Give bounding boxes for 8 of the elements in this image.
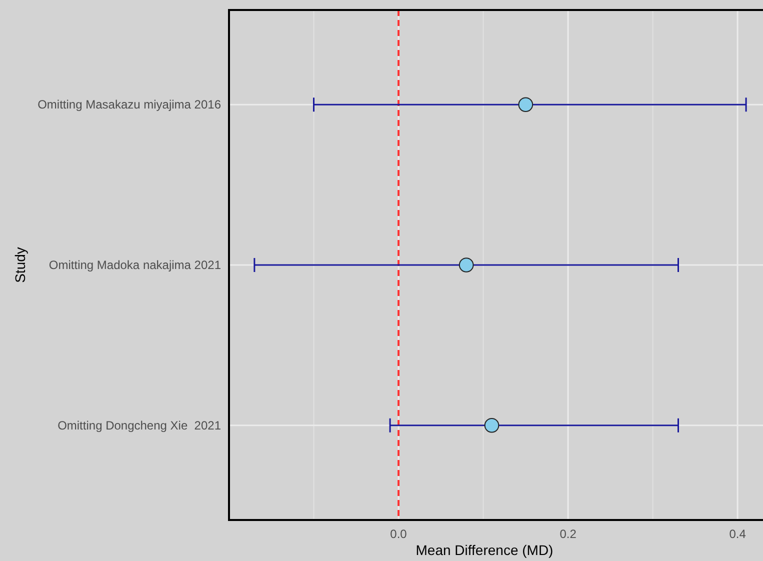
x-tick-label: 0.0 (390, 527, 408, 541)
x-tick-label: 0.4 (729, 527, 746, 541)
x-tick-label: 0.2 (560, 527, 577, 541)
y-tick-label: Omitting Madoka nakajima 2021 (48, 258, 222, 272)
y-axis-title: Study (12, 247, 28, 283)
y-tick-label: Omitting Masakazu miyajima 2016 (38, 98, 222, 112)
x-axis-title: Mean Difference (MD) (416, 542, 554, 558)
y-tick-label: Omitting Dongcheng Xie 2021 (58, 418, 222, 432)
